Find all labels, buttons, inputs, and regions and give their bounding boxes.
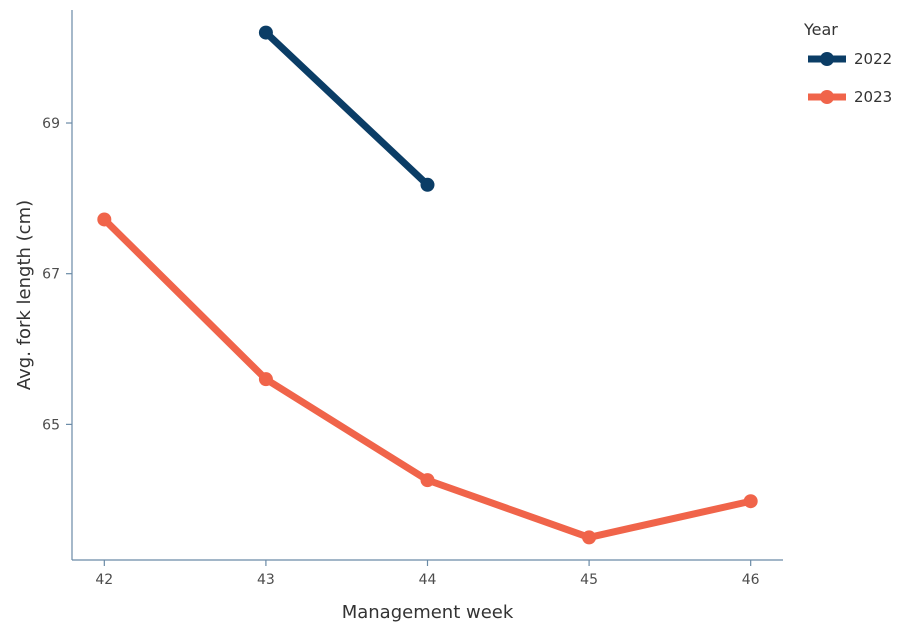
x-axis-title: Management week bbox=[342, 602, 514, 623]
series-2023 bbox=[97, 212, 758, 545]
data-point-2023[interactable] bbox=[582, 530, 597, 545]
legend: Year 2022 2023 bbox=[803, 20, 892, 106]
data-point-2023[interactable] bbox=[97, 212, 112, 227]
data-point-2022[interactable] bbox=[258, 25, 273, 40]
legend-label: 2022 bbox=[854, 50, 892, 68]
data-point-2023[interactable] bbox=[258, 372, 273, 387]
y-tick-label: 67 bbox=[42, 267, 60, 283]
data-point-2022[interactable] bbox=[420, 177, 435, 192]
y-ticks: 65 67 69 bbox=[42, 116, 72, 433]
legend-item-2023[interactable]: 2023 bbox=[808, 88, 892, 106]
legend-swatch-point bbox=[820, 90, 834, 104]
legend-title: Year bbox=[803, 20, 838, 39]
series-layer bbox=[97, 25, 758, 545]
data-point-2023[interactable] bbox=[743, 494, 758, 509]
legend-label: 2023 bbox=[854, 88, 892, 106]
x-ticks: 42 43 44 45 46 bbox=[95, 560, 760, 588]
legend-item-2022[interactable]: 2022 bbox=[808, 50, 892, 68]
y-axis-title: Avg. fork length (cm) bbox=[14, 200, 35, 390]
y-tick-label: 69 bbox=[42, 116, 60, 132]
data-point-2023[interactable] bbox=[420, 473, 435, 488]
x-tick-label: 43 bbox=[257, 572, 275, 588]
x-tick-label: 44 bbox=[419, 572, 437, 588]
x-tick-label: 42 bbox=[95, 572, 113, 588]
x-tick-label: 45 bbox=[580, 572, 598, 588]
y-tick-label: 65 bbox=[42, 417, 60, 433]
x-tick-label: 46 bbox=[742, 572, 760, 588]
series-2022 bbox=[258, 25, 435, 192]
legend-swatch-point bbox=[820, 52, 834, 66]
series-line-2023 bbox=[100, 215, 755, 541]
series-line-2022 bbox=[262, 29, 431, 189]
